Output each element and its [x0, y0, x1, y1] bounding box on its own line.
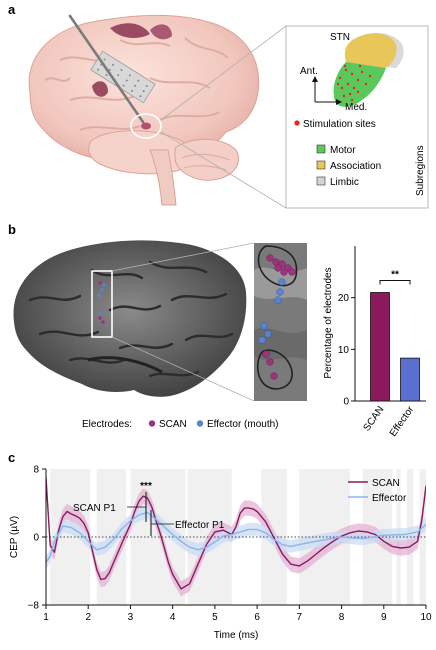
- significance-stars: ***: [140, 481, 152, 492]
- subregion-legend: Motor Association Limbic: [316, 144, 381, 188]
- bar-scan: [370, 292, 390, 402]
- y-tick-label: 0: [33, 533, 39, 544]
- x-tick-label: 8: [339, 612, 345, 623]
- significance-shade: [419, 469, 426, 605]
- error-band-effector: [46, 506, 426, 569]
- x-tick-label: 7: [297, 612, 303, 623]
- stn-title: STN: [330, 32, 350, 43]
- cortex-electrodes: [97, 281, 106, 324]
- bar-category-label: Effector: [388, 404, 417, 439]
- legend-label-limbic: Limbic: [330, 177, 359, 188]
- legend-label-motor: Motor: [330, 145, 356, 156]
- bar-category-label: SCAN: [362, 404, 387, 433]
- y-tick-label: −8: [28, 601, 40, 612]
- stn-model: [333, 32, 404, 107]
- panel-a: a: [8, 2, 429, 209]
- line-chart-legend: SCAN Effector: [348, 478, 407, 504]
- stimulation-legend-dot: [294, 120, 300, 126]
- effector-legend-label: Effector (mouth): [207, 419, 279, 430]
- x-tick-label: 5: [212, 612, 218, 623]
- subregions-title: Subregions: [415, 145, 426, 196]
- cortex-surface: [13, 240, 247, 397]
- x-tick-label: 10: [420, 612, 432, 623]
- brain-illustration: [28, 14, 260, 206]
- axis-ant-label: Ant.: [300, 66, 318, 77]
- legend-label-association: Association: [330, 161, 381, 172]
- electrodes-legend-title: Electrodes:: [82, 419, 132, 430]
- cep-line-chart: 1 2 3 4 5 6 7 8 9 10 −8 0 8 CEP (µV) Time (ms) *** S…: [9, 465, 432, 642]
- panel-b-label: b: [8, 222, 16, 237]
- panel-b: b: [8, 222, 426, 439]
- legend-swatch-motor: [316, 144, 326, 154]
- line-axis-ticks: 1 2 3 4 5 6 7 8 9 10 −8 0 8: [28, 465, 432, 624]
- electrode-inset: [254, 243, 307, 401]
- effector-p1-label: Effector P1: [175, 520, 225, 531]
- panel-c-label: c: [8, 450, 15, 465]
- cortex-zoom-box: [91, 270, 113, 338]
- scan-p1-label: SCAN P1: [73, 503, 116, 514]
- series-line-scan: [46, 477, 426, 590]
- x-tick-label: 4: [170, 612, 176, 623]
- stimulation-dots: [336, 64, 372, 102]
- electrode-percentage-bar-chart: Percentage of electrodes 0 10 20 SCAN Effect…: [323, 246, 426, 439]
- x-tick-label: 3: [128, 612, 134, 623]
- legend-label-effector: Effector: [372, 493, 407, 504]
- bar-effector: [400, 357, 420, 402]
- orientation-arrows: [312, 76, 342, 105]
- scan-legend-dot: [148, 420, 156, 427]
- effector-legend-dot: [196, 420, 204, 427]
- series-lines: [46, 477, 426, 590]
- bar-y-tick-label: 20: [338, 293, 350, 304]
- x-tick-label: 2: [85, 612, 91, 623]
- panel-a-label: a: [8, 2, 16, 17]
- significance-bracket: [379, 280, 411, 285]
- panel-c: c 1 2 3 4 5 6 7 8 9 10 −8 0 8 CEP (µV) Time (ms) ***…: [8, 450, 432, 641]
- bar-y-axis-label: Percentage of electrodes: [323, 267, 334, 378]
- bar-y-tick-label: 0: [343, 397, 349, 408]
- scan-legend-label: SCAN: [159, 419, 187, 430]
- x-tick-label: 9: [381, 612, 387, 623]
- legend-swatch-limbic: [316, 176, 326, 186]
- legend-swatch-association: [316, 160, 326, 170]
- axis-med-label: Med.: [345, 102, 367, 113]
- bar-significance-stars: **: [391, 270, 399, 281]
- legend-label-scan: SCAN: [372, 478, 400, 489]
- bar-y-tick-label: 10: [338, 345, 350, 356]
- stimulation-sites-label: Stimulation sites: [303, 119, 376, 130]
- y-tick-label: 8: [33, 465, 39, 476]
- line-y-axis-label: CEP (µV): [9, 516, 20, 558]
- line-x-axis-label: Time (ms): [214, 630, 259, 641]
- x-tick-label: 6: [254, 612, 260, 623]
- x-tick-label: 1: [43, 612, 49, 623]
- series-line-effector: [46, 511, 426, 563]
